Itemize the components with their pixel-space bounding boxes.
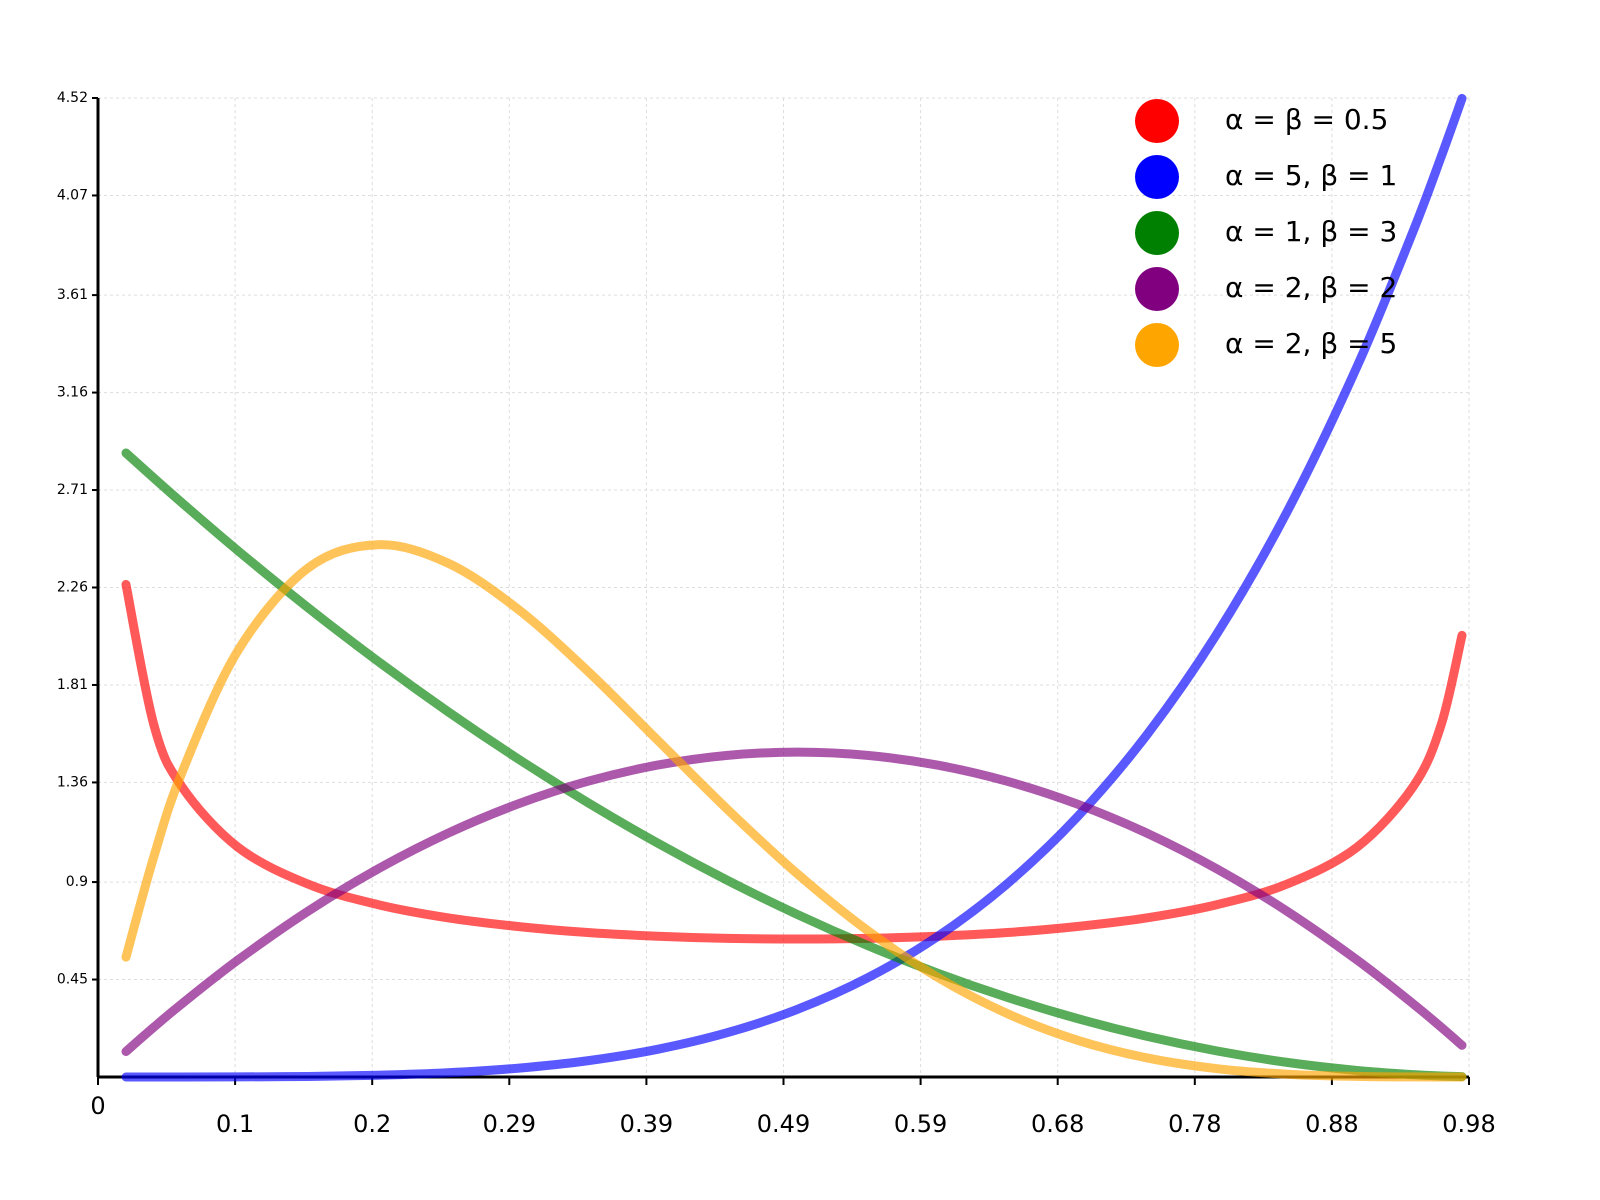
x-tick-label: 0.98 [1442, 1110, 1495, 1138]
x-tick-label: 0.49 [757, 1110, 810, 1138]
legend-label: α = β = 0.5 [1225, 103, 1388, 136]
y-tick-label: 1.36 [57, 774, 88, 790]
y-tick-label: 0.9 [66, 874, 88, 890]
legend-swatch [1135, 99, 1179, 143]
series-line [121, 93, 1467, 1082]
x-tick-label: 0.88 [1305, 1110, 1358, 1138]
legend-swatch [1135, 323, 1179, 367]
y-tick-label: 0.45 [57, 972, 88, 988]
x-tick-label: 0.2 [353, 1110, 391, 1138]
x-tick-label: 0.39 [620, 1110, 673, 1138]
y-tick-label: 2.26 [57, 580, 88, 596]
legend-swatch [1135, 211, 1179, 255]
legend-label: α = 1, β = 3 [1225, 215, 1397, 248]
x-tick-label: 0 [90, 1092, 105, 1120]
legend-label: α = 5, β = 1 [1225, 159, 1397, 192]
y-tick-label: 3.61 [57, 287, 88, 303]
series-line [121, 579, 1467, 944]
legend-swatch [1135, 155, 1179, 199]
x-tick-label: 0.1 [216, 1110, 254, 1138]
y-tick-label: 1.81 [57, 677, 88, 693]
legend-swatch [1135, 267, 1179, 311]
y-tick-label: 4.07 [57, 187, 88, 203]
x-tick-label: 0.68 [1031, 1110, 1084, 1138]
series-line [121, 540, 1467, 1082]
x-tick-label: 0.29 [483, 1110, 536, 1138]
series-line [121, 448, 1467, 1082]
x-tick-label: 0.59 [894, 1110, 947, 1138]
y-tick-label: 4.52 [57, 90, 88, 106]
y-tick-label: 3.16 [57, 385, 88, 401]
legend-label: α = 2, β = 2 [1225, 271, 1397, 304]
series-line [121, 747, 1467, 1057]
y-tick-label: 2.71 [57, 482, 88, 498]
legend-label: α = 2, β = 5 [1225, 327, 1397, 360]
x-tick-label: 0.78 [1168, 1110, 1221, 1138]
